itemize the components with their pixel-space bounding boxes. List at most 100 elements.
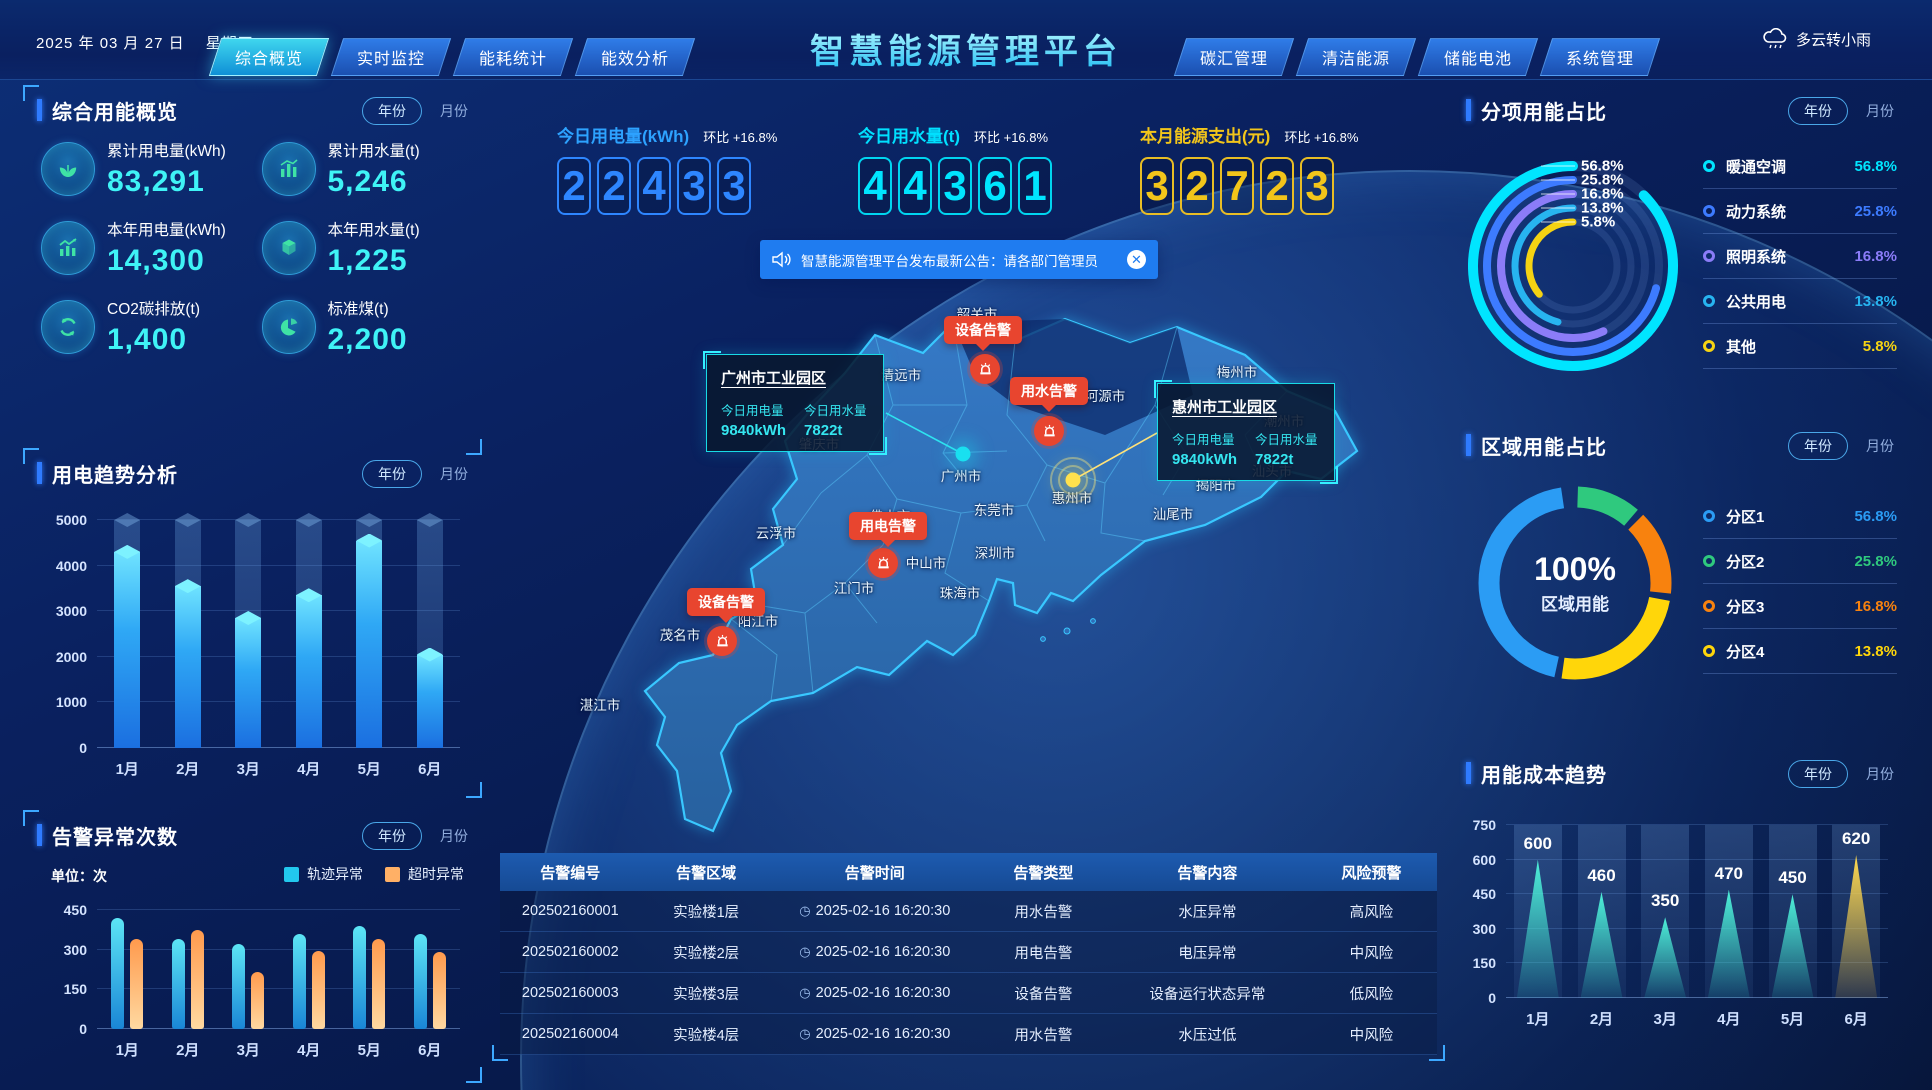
kpi-digit: 2: [1180, 157, 1214, 215]
month-filter-button[interactable]: 月份: [436, 823, 472, 849]
value-bar[interactable]: [174, 579, 201, 748]
alarm-marker-icon[interactable]: [1034, 416, 1064, 446]
table-header-cell: 告警区域: [676, 864, 737, 882]
year-filter-button[interactable]: 年份: [1788, 432, 1848, 460]
cloud-rain-icon: [1763, 28, 1787, 49]
legend-row-item[interactable]: 分区4 13.8%: [1703, 629, 1897, 674]
table-row[interactable]: 202502160001 实验楼1层 ◷ 2025-02-16 16:20:30 用水告…: [500, 891, 1437, 932]
grouped-bar[interactable]: [171, 939, 185, 1029]
city-label[interactable]: 东莞市: [973, 503, 1015, 518]
table-cell: 用水告警: [1014, 904, 1073, 921]
legend-row-item[interactable]: 其他 5.8%: [1703, 324, 1897, 369]
value-bar[interactable]: [295, 588, 322, 748]
legend-row-item[interactable]: 分区2 25.8%: [1703, 539, 1897, 584]
city-label[interactable]: 茂名市: [659, 628, 701, 643]
legend-row-item[interactable]: 分区1 56.8%: [1703, 494, 1897, 539]
city-label[interactable]: 珠海市: [939, 586, 981, 601]
nav-tab[interactable]: 清洁能源: [1295, 38, 1417, 76]
month-filter-button[interactable]: 月份: [1862, 98, 1898, 124]
year-filter-button[interactable]: 年份: [1788, 97, 1848, 125]
table-header-cell: 告警编号: [540, 864, 601, 882]
month-filter-button[interactable]: 月份: [436, 98, 472, 124]
marker-guangzhou[interactable]: [955, 446, 971, 462]
legend-row-item[interactable]: 暖通空调 56.8%: [1703, 144, 1897, 189]
nav-tab[interactable]: 实时监控: [330, 38, 452, 76]
nav-tab[interactable]: 综合概览: [208, 38, 330, 76]
grouped-bar[interactable]: [190, 929, 204, 1029]
alert-badge[interactable]: 设备告警: [687, 588, 765, 616]
grouped-bar[interactable]: [311, 951, 325, 1029]
tooltip-metric-value: 9840kWh: [721, 422, 787, 439]
ring-arc[interactable]: [1497, 190, 1608, 342]
city-label[interactable]: 惠州市: [1051, 491, 1093, 506]
grouped-bar[interactable]: [251, 972, 265, 1029]
month-filter-button[interactable]: 月份: [1862, 761, 1898, 787]
close-icon[interactable]: ✕: [1127, 250, 1146, 269]
ring-arc[interactable]: [1525, 218, 1577, 298]
grouped-bar[interactable]: [111, 917, 125, 1029]
nav-tab[interactable]: 碳汇管理: [1173, 38, 1295, 76]
table-row[interactable]: 202502160002 实验楼2层 ◷ 2025-02-16 16:20:30 用电告…: [500, 932, 1437, 973]
legend-row-item[interactable]: 照明系统 16.8%: [1703, 234, 1897, 279]
value-bar[interactable]: [356, 533, 383, 748]
grouped-bar[interactable]: [353, 925, 367, 1029]
alert-badge[interactable]: 用水告警: [1010, 377, 1088, 405]
value-bar[interactable]: [235, 611, 262, 748]
alarm-marker-icon[interactable]: [707, 626, 737, 656]
city-label[interactable]: 广州市: [940, 469, 982, 484]
value-bar[interactable]: [114, 544, 141, 748]
year-filter-button[interactable]: 年份: [362, 460, 422, 488]
month-filter-button[interactable]: 月份: [1862, 433, 1898, 459]
city-label[interactable]: 深圳市: [974, 546, 1016, 561]
year-filter-button[interactable]: 年份: [1788, 760, 1848, 788]
year-filter-button[interactable]: 年份: [362, 97, 422, 125]
legend-item[interactable]: 轨迹异常: [284, 864, 363, 884]
table-cell: 202502160004: [521, 1026, 619, 1042]
kpi-digit: 6: [978, 157, 1012, 215]
grouped-bar[interactable]: [432, 952, 446, 1029]
x-axis-label: 4月: [1717, 1011, 1741, 1028]
month-filter-button[interactable]: 月份: [436, 461, 472, 487]
marker-huizhou[interactable]: [1065, 472, 1081, 488]
panel-title: 区域用能占比: [1481, 436, 1607, 459]
ring-arc[interactable]: [1468, 161, 1678, 371]
ring-arc[interactable]: [1483, 176, 1661, 356]
bars-icon: [261, 142, 316, 196]
grouped-bar[interactable]: [413, 933, 427, 1029]
city-label[interactable]: 湛江市: [579, 698, 621, 713]
city-label[interactable]: 河源市: [1084, 389, 1126, 404]
donut-segment[interactable]: [1478, 486, 1672, 680]
donut-segment[interactable]: [1478, 486, 1672, 680]
grouped-bar[interactable]: [232, 944, 246, 1029]
donut-segment[interactable]: [1478, 486, 1672, 680]
ring-arc[interactable]: [1511, 204, 1577, 326]
table-cell: 202502160002: [521, 944, 619, 960]
city-label[interactable]: 云浮市: [755, 526, 797, 541]
legend-row-item[interactable]: 动力系统 25.8%: [1703, 189, 1897, 234]
value-bar[interactable]: [416, 647, 443, 748]
legend-row-item[interactable]: 公共用电 13.8%: [1703, 279, 1897, 324]
city-label[interactable]: 梅州市: [1216, 365, 1258, 380]
city-label[interactable]: 江门市: [833, 581, 875, 596]
table-row[interactable]: 202502160004 实验楼4层 ◷ 2025-02-16 16:20:30 用水告…: [500, 1014, 1437, 1055]
city-label[interactable]: 汕尾市: [1152, 507, 1194, 522]
nav-tab[interactable]: 能效分析: [574, 38, 696, 76]
city-label[interactable]: 中山市: [905, 556, 947, 571]
city-label[interactable]: 清远市: [880, 368, 922, 383]
stat-value: 2,200: [327, 323, 408, 356]
grouped-bar[interactable]: [130, 939, 144, 1029]
table-row[interactable]: 202502160003 实验楼3层 ◷ 2025-02-16 16:20:30 设备告…: [500, 973, 1437, 1014]
nav-tab[interactable]: 储能电池: [1417, 38, 1539, 76]
nav-tab[interactable]: 能耗统计: [452, 38, 574, 76]
grouped-bar[interactable]: [292, 933, 306, 1029]
legend-item[interactable]: 超时异常: [385, 864, 464, 884]
legend-row-item[interactable]: 分区3 16.8%: [1703, 584, 1897, 629]
gridline: [97, 564, 460, 566]
alarm-marker-icon[interactable]: [970, 354, 1000, 384]
kpi-digit: 2: [597, 157, 631, 215]
alert-badge[interactable]: 用电告警: [849, 512, 927, 540]
nav-tab[interactable]: 系统管理: [1539, 38, 1661, 76]
alert-badge[interactable]: 设备告警: [944, 316, 1022, 344]
grouped-bar[interactable]: [372, 939, 386, 1029]
year-filter-button[interactable]: 年份: [362, 822, 422, 850]
